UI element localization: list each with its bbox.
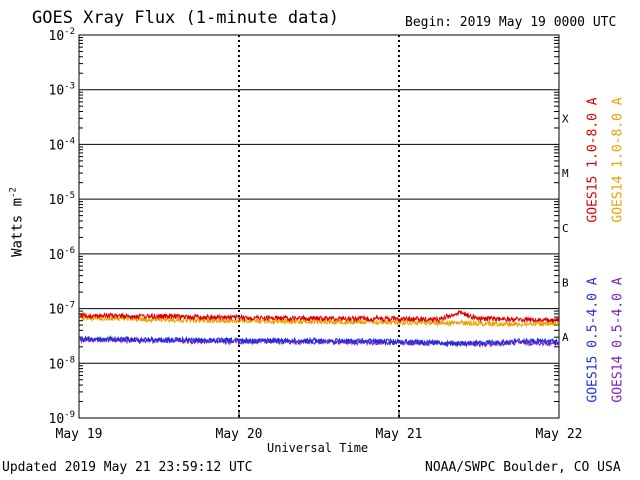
y-tick-base: 10 (49, 412, 65, 427)
y-tick-label: 10-4 (49, 136, 76, 153)
y-tick-exponent: -5 (64, 191, 75, 201)
y-tick-exponent: -8 (64, 355, 75, 365)
y-tick-label: 10-9 (49, 410, 76, 427)
y-tick-base: 10 (49, 29, 65, 44)
y-tick-label: 10-7 (49, 301, 76, 318)
flare-class-label: M (562, 167, 569, 180)
chart-title: GOES Xray Flux (1-minute data) (32, 8, 340, 28)
begin-time: Begin: 2019 May 19 0000 UTC (405, 15, 617, 30)
legend-goes14-long: GOES14 1.0-8.0 A (610, 97, 626, 223)
updated-timestamp: Updated 2019 May 21 23:59:12 UTC (2, 460, 253, 475)
x-tick-label: May 20 (216, 427, 263, 442)
x-axis-label: Universal Time (267, 441, 369, 455)
x-tick-label: May 19 (56, 427, 103, 442)
y-tick-base: 10 (49, 248, 65, 263)
y-tick-label: 10-5 (49, 191, 76, 208)
series-line (79, 313, 559, 329)
flare-class-label: C (562, 222, 569, 235)
y-tick-exponent: -7 (64, 301, 75, 311)
y-tick-exponent: -9 (64, 410, 75, 420)
y-tick-base: 10 (49, 138, 65, 153)
y-tick-label: 10-3 (49, 82, 76, 99)
y-tick-base: 10 (49, 84, 65, 99)
y-tick-exponent: -3 (64, 82, 75, 92)
x-tick-label: May 21 (376, 427, 423, 442)
credit-text: NOAA/SWPC Boulder, CO USA (425, 460, 621, 475)
y-tick-exponent: -2 (64, 27, 75, 37)
legend-goes15-long: GOES15 1.0-8.0 A (585, 97, 601, 223)
series-line (79, 334, 559, 347)
y-tick-base: 10 (49, 193, 65, 208)
y-tick-label: 10-8 (49, 355, 76, 372)
y-tick-base: 10 (49, 357, 65, 372)
y-tick-exponent: -6 (64, 246, 75, 256)
legend-goes15-short: GOES15 0.5-4.0 A (585, 277, 601, 403)
plot-frame (78, 34, 560, 419)
flare-class-label: A (562, 331, 569, 344)
x-tick-label: May 22 (536, 427, 583, 442)
series-line (79, 309, 559, 324)
flare-class-label: X (562, 112, 569, 125)
y-tick-label: 10-6 (49, 246, 76, 263)
y-tick-base: 10 (49, 303, 65, 318)
y-tick-label: 10-2 (49, 27, 76, 44)
y-tick-exponent: -4 (64, 136, 75, 146)
legend-goes14-short: GOES14 0.5-4.0 A (610, 277, 626, 403)
flare-class-label: B (562, 276, 569, 289)
